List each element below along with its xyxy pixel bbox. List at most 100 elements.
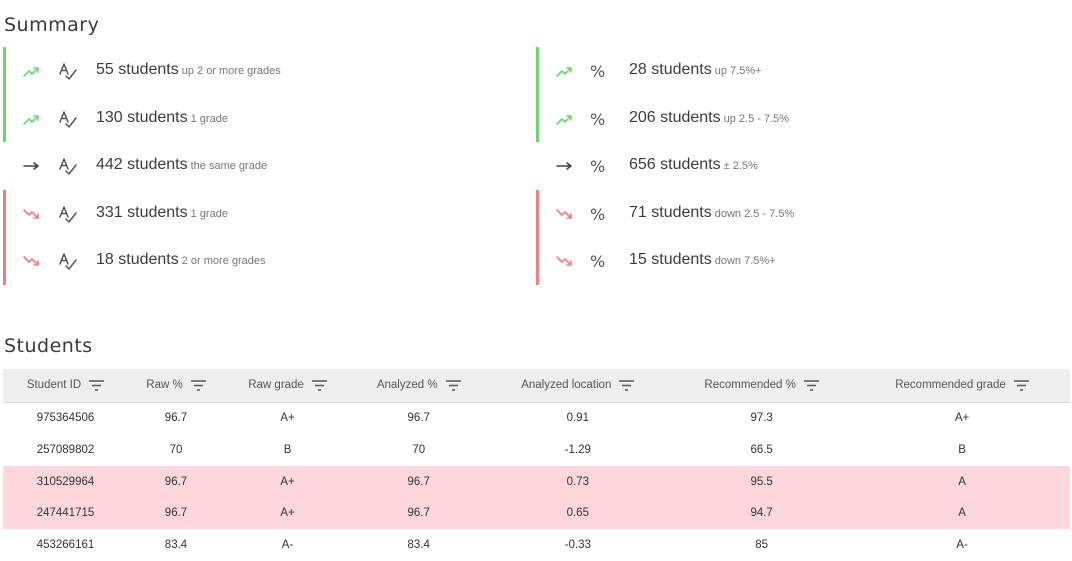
student-count: 442 students — [96, 156, 188, 174]
table-cell: -0.33 — [564, 539, 591, 552]
filter-icon[interactable] — [190, 380, 206, 391]
grade-change-summary: 55 students up 2 or more grades 130 studen… — [3, 47, 523, 285]
student-count: 130 students — [96, 108, 188, 126]
table-cell: A- — [281, 539, 294, 552]
column-header[interactable]: Student ID — [3, 369, 128, 402]
student-count: 55 students — [96, 61, 179, 78]
summary-row: 331 students 1 grade — [3, 189, 523, 238]
filter-icon[interactable] — [1013, 380, 1029, 391]
change-detail: the same grade — [190, 160, 268, 173]
column-header-label: Raw % — [146, 379, 183, 392]
table-cell: -1.29 — [564, 444, 591, 457]
summary-title: Summary — [4, 13, 100, 36]
change-detail: down 7.5%+ — [714, 255, 776, 268]
trending-up-icon — [23, 114, 39, 125]
trending-down-icon — [23, 256, 39, 267]
spellcheck-icon — [59, 110, 77, 128]
change-detail: up 7.5%+ — [714, 65, 762, 77]
change-detail: 1 grade — [190, 207, 228, 220]
student-count: 15 students — [629, 251, 712, 269]
students-title: Students — [4, 334, 93, 357]
change-detail: down 2.5 - 7.5% — [714, 207, 795, 220]
increase-indicator-bar — [3, 47, 6, 95]
spellcheck-icon — [59, 63, 77, 80]
student-count: 331 students — [96, 203, 188, 221]
table-row[interactable]: 453266161 83.4 A- 83.4 -0.33 85 A- — [3, 529, 1070, 561]
table-header-row: Student ID Raw % Raw grade Analyzed % Analyz… — [3, 369, 1070, 402]
column-header[interactable]: Recommended grade — [854, 369, 1070, 402]
increase-indicator-bar — [536, 94, 539, 143]
trending-up-icon — [23, 67, 39, 77]
table-cell: 66.5 — [750, 444, 773, 457]
table-cell: A+ — [954, 412, 970, 425]
column-header-label: Recommended grade — [895, 379, 1006, 392]
table-row[interactable]: 247441715 96.7 A+ 96.7 0.65 94.7 A — [3, 497, 1070, 530]
summary-count: 18 students 2 or more grades — [96, 251, 266, 269]
student-count: 656 students — [629, 156, 721, 174]
table-cell: 453266161 — [36, 539, 95, 552]
filter-icon[interactable] — [311, 380, 327, 391]
filter-icon[interactable] — [445, 380, 461, 391]
filter-icon[interactable] — [803, 380, 819, 391]
table-cell: 70 — [169, 444, 183, 457]
table-cell: A+ — [280, 475, 295, 488]
table-cell: 310529964 — [36, 475, 95, 488]
student-count: 206 students — [629, 108, 721, 126]
table-cell: 83.4 — [164, 539, 188, 552]
summary-row: % 15 students down 7.5%+ — [536, 237, 1056, 285]
column-header[interactable]: Raw % — [128, 369, 224, 402]
summary-row: 18 students 2 or more grades — [3, 237, 523, 285]
table-cell: A+ — [280, 412, 295, 425]
summary-row: % 71 students down 2.5 - 7.5% — [536, 189, 1056, 238]
change-detail: 2 or more grades — [181, 255, 266, 268]
trending-down-icon — [23, 208, 39, 219]
percent-icon: % — [590, 252, 606, 272]
table-row[interactable]: 310529964 96.7 A+ 96.7 0.73 95.5 A — [3, 465, 1070, 498]
filter-icon[interactable] — [89, 380, 105, 391]
column-header-label: Student ID — [26, 379, 82, 392]
spellcheck-icon — [59, 158, 77, 175]
column-header-label: Raw grade — [248, 379, 304, 392]
column-header[interactable]: Recommended % — [669, 369, 854, 402]
change-detail: ± 2.5% — [723, 160, 758, 173]
spellcheck-icon — [59, 206, 77, 223]
percent-change-summary: % 28 students up 7.5%+% 206 students up 2.5 … — [536, 47, 1056, 285]
filter-icon[interactable] — [619, 380, 635, 391]
summary-row: % 206 students up 2.5 - 7.5% — [536, 94, 1056, 143]
summary-count: 15 students down 7.5%+ — [629, 251, 776, 269]
table-cell: 0.91 — [566, 412, 589, 425]
summary-row: 55 students up 2 or more grades — [3, 47, 523, 95]
summary-count: 206 students up 2.5 - 7.5% — [629, 109, 789, 127]
table-row[interactable]: 257089802 70 B 70 -1.29 66.5 B — [3, 434, 1070, 466]
trending-flat-icon — [556, 162, 572, 170]
table-cell: 975364506 — [36, 412, 95, 425]
table-cell: 96.7 — [164, 475, 188, 488]
increase-indicator-bar — [536, 47, 539, 95]
decrease-indicator-bar — [536, 189, 539, 238]
summary-count: 442 students the same grade — [96, 156, 267, 174]
trending-down-icon — [556, 208, 572, 219]
increase-indicator-bar — [3, 94, 6, 143]
column-header[interactable]: Analyzed location — [486, 369, 669, 402]
table-cell: 83.4 — [407, 539, 430, 552]
student-count: 71 students — [629, 203, 712, 221]
table-cell: A- — [956, 539, 968, 552]
column-header-label: Analyzed location — [521, 379, 612, 392]
trending-flat-icon — [23, 162, 39, 170]
table-cell: 0.73 — [566, 475, 589, 488]
table-cell: 0.65 — [566, 507, 589, 520]
column-header[interactable]: Analyzed % — [351, 369, 486, 402]
percent-icon: % — [590, 62, 606, 81]
percent-icon: % — [590, 157, 606, 177]
table-cell: 70 — [412, 444, 426, 457]
table-cell: 97.3 — [750, 412, 773, 425]
percent-icon: % — [590, 109, 606, 129]
table-row[interactable]: 975364506 96.7 A+ 96.7 0.91 97.3 A+ — [3, 402, 1070, 434]
decrease-indicator-bar — [3, 189, 6, 238]
column-header[interactable]: Raw grade — [224, 369, 351, 402]
change-detail: up 2 or more grades — [181, 65, 281, 77]
summary-row: 442 students the same grade — [3, 142, 523, 190]
table-cell: A — [958, 475, 966, 488]
summary-count: 130 students 1 grade — [96, 109, 228, 127]
trending-up-icon — [556, 114, 572, 125]
